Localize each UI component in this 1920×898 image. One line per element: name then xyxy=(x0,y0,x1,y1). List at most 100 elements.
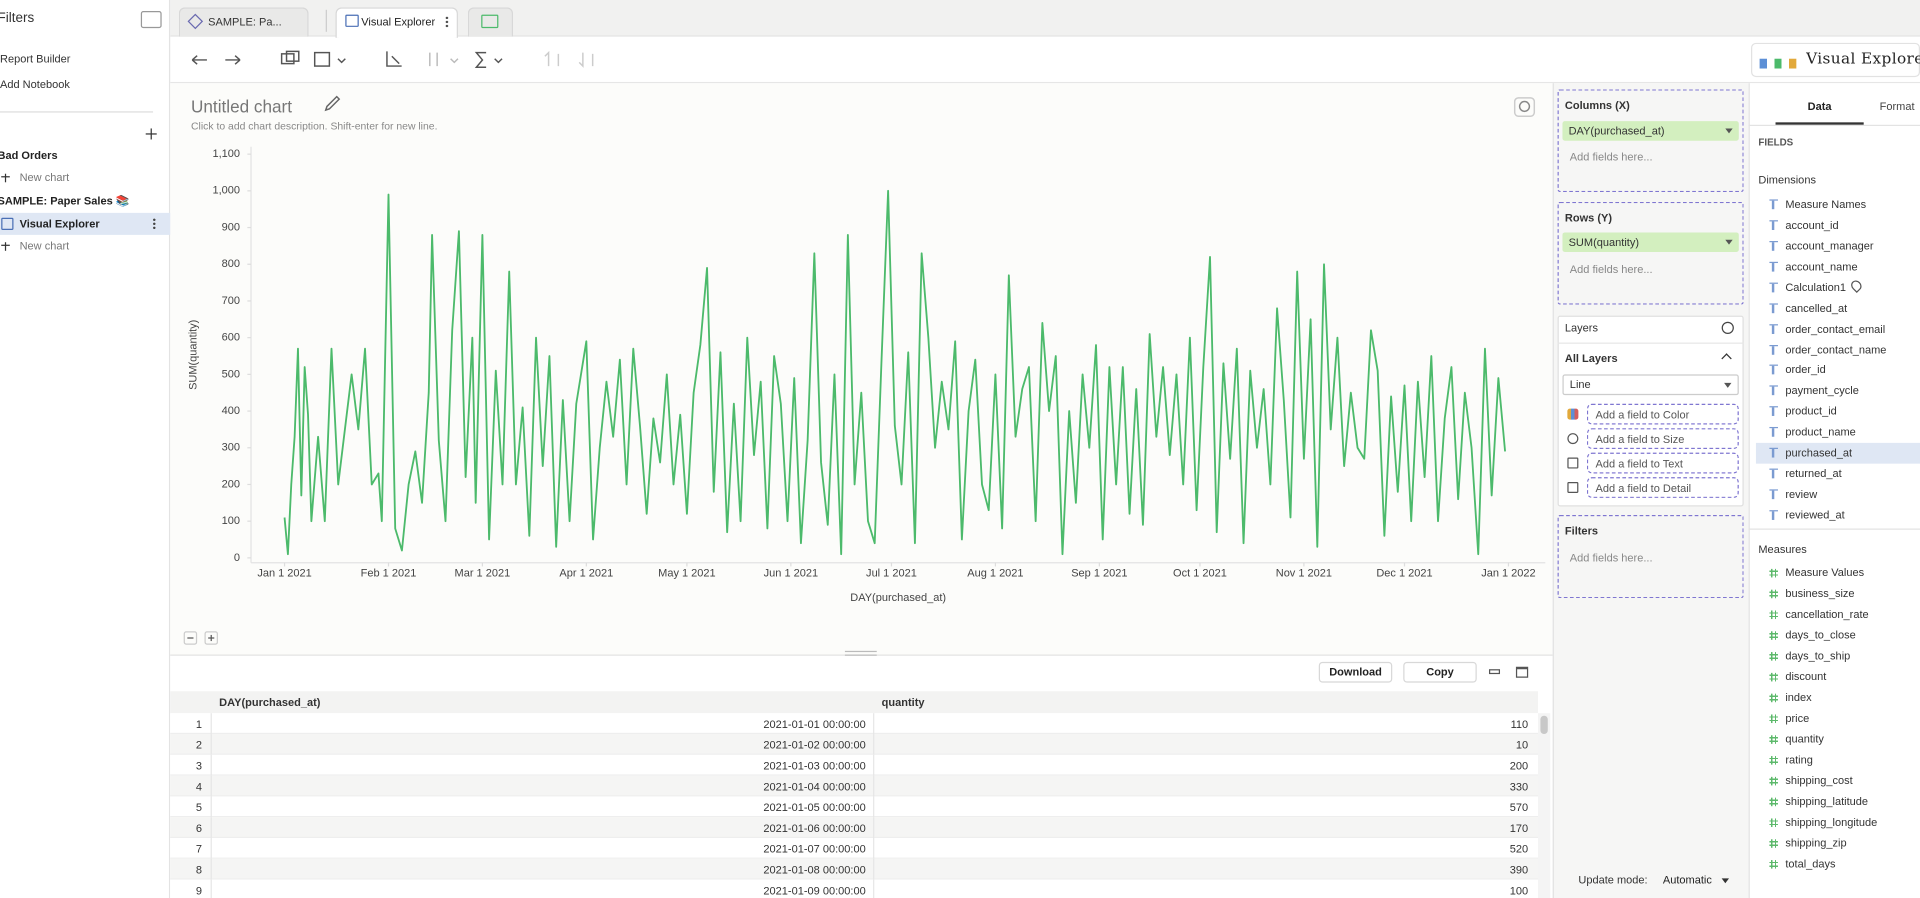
cell-border xyxy=(873,796,874,817)
layers-divider xyxy=(1558,343,1744,344)
section-title: Dimensions xyxy=(1758,172,1816,187)
placeholder: Add fields here... xyxy=(1570,149,1653,164)
encoding-placeholder: Add a field to Color xyxy=(1596,407,1690,422)
cell: 570 xyxy=(1510,800,1528,815)
field-icon xyxy=(1769,818,1778,827)
tab-label: Visual Explorer xyxy=(361,15,435,30)
field-icon xyxy=(1769,427,1778,437)
tree-item[interactable]: Visual Explorer xyxy=(20,217,100,232)
measure-field[interactable]: shipping_longitude xyxy=(1785,815,1877,830)
tree-item[interactable]: SAMPLE: Paper Sales 📚 xyxy=(0,193,129,208)
field-icon xyxy=(1769,693,1778,702)
dimension-field[interactable]: Calculation1 xyxy=(1785,280,1846,295)
encoding-icon xyxy=(1567,458,1578,469)
measure-field[interactable]: Measure Values xyxy=(1785,565,1864,580)
cell: 170 xyxy=(1510,821,1528,836)
field-icon xyxy=(1769,735,1778,744)
dimension-field[interactable]: product_name xyxy=(1785,425,1855,440)
cell: 110 xyxy=(1511,717,1529,732)
cell-border xyxy=(211,838,212,859)
measure-field[interactable]: shipping_latitude xyxy=(1785,794,1868,809)
dimension-field[interactable]: account_manager xyxy=(1785,238,1873,253)
dimension-field[interactable]: reviewed_at xyxy=(1785,508,1844,523)
column-header: quantity xyxy=(882,695,925,710)
measure-field[interactable]: cancellation_rate xyxy=(1785,607,1868,622)
dimension-field[interactable]: account_id xyxy=(1785,218,1838,233)
dimension-field[interactable]: product_id xyxy=(1785,404,1836,419)
cell: 390 xyxy=(1510,862,1528,877)
dimension-field[interactable]: cancelled_at xyxy=(1785,301,1847,316)
measure-field[interactable]: index xyxy=(1785,690,1811,705)
dimension-field[interactable]: review xyxy=(1785,487,1817,502)
new-tab-icon xyxy=(481,15,498,28)
dimension-field[interactable]: order_contact_name xyxy=(1785,342,1886,357)
update-mode-label: Update mode: xyxy=(1578,872,1647,887)
measure-field[interactable]: rating xyxy=(1785,752,1813,767)
measure-field[interactable]: discount xyxy=(1785,669,1826,684)
tree-item[interactable]: New chart xyxy=(20,170,70,185)
zoom-out[interactable] xyxy=(184,631,197,644)
chart-title[interactable]: Untitled chart xyxy=(191,99,292,114)
dimension-field[interactable]: order_contact_email xyxy=(1785,321,1885,336)
chart-subtitle[interactable]: Click to add chart description. Shift-en… xyxy=(191,119,437,134)
measure-field[interactable]: days_to_close xyxy=(1785,628,1855,643)
dimension-field[interactable]: Measure Names xyxy=(1785,197,1866,212)
measure-field[interactable]: quantity xyxy=(1785,732,1824,747)
cell: 2021-01-08 00:00:00 xyxy=(763,862,865,877)
chart-area xyxy=(170,83,1552,654)
measure-field[interactable]: days_to_ship xyxy=(1785,648,1850,663)
cell-border xyxy=(873,859,874,880)
field-icon xyxy=(1769,469,1778,479)
cell: 520 xyxy=(1510,842,1528,857)
field-icon xyxy=(1769,672,1778,681)
panel-tab[interactable]: Data xyxy=(1808,99,1832,114)
add-folder[interactable] xyxy=(146,128,157,139)
dimension-field[interactable]: returned_at xyxy=(1785,466,1841,481)
scroll-thumb[interactable] xyxy=(1540,716,1547,734)
cell-border xyxy=(873,776,874,797)
field-icon xyxy=(1769,489,1778,499)
update-mode-value[interactable]: Automatic xyxy=(1663,872,1712,887)
measure-field[interactable]: price xyxy=(1785,711,1809,726)
field-icon xyxy=(1769,262,1778,272)
tree-item[interactable]: Bad Orders xyxy=(0,148,58,163)
measure-field[interactable]: shipping_cost xyxy=(1785,773,1852,788)
field-icon xyxy=(1769,324,1778,334)
plus-icon xyxy=(1,173,10,182)
layers-group[interactable]: All Layers xyxy=(1565,351,1618,366)
zoom-in[interactable] xyxy=(204,631,217,644)
sidebar-link[interactable]: Report Builder xyxy=(0,51,70,66)
expand-icon[interactable] xyxy=(1516,667,1528,678)
measure-field[interactable]: total_days xyxy=(1785,856,1835,871)
panel-tab[interactable]: Format xyxy=(1880,99,1915,114)
field-icon xyxy=(1769,631,1778,640)
measure-field[interactable]: shipping_zip xyxy=(1785,836,1846,851)
field-icon xyxy=(1769,755,1778,764)
dimension-field[interactable]: order_id xyxy=(1785,363,1825,378)
dimension-field[interactable]: payment_cycle xyxy=(1785,383,1859,398)
field-icon xyxy=(1769,859,1778,868)
cell-border xyxy=(873,880,874,898)
measure-field[interactable]: business_size xyxy=(1785,586,1854,601)
dimension-field[interactable]: account_name xyxy=(1785,259,1857,274)
pill-caret xyxy=(1725,240,1732,245)
section-title: Measures xyxy=(1758,542,1806,557)
cell-border xyxy=(873,713,874,734)
collapse-icon[interactable] xyxy=(1489,669,1500,674)
row-index: 4 xyxy=(196,779,202,794)
tree-item[interactable]: New chart xyxy=(20,239,70,254)
sidebar-link[interactable]: Add Notebook xyxy=(0,77,70,92)
field-icon xyxy=(1769,568,1778,577)
cell: 2021-01-09 00:00:00 xyxy=(763,883,865,898)
collapse-button[interactable] xyxy=(141,11,162,28)
field-icon xyxy=(1769,386,1778,396)
table-header xyxy=(170,691,1538,713)
field-icon xyxy=(1769,510,1778,520)
sep xyxy=(326,10,327,32)
row-index: 9 xyxy=(196,883,202,898)
row-index: 2 xyxy=(196,738,202,753)
cell-border xyxy=(211,713,212,734)
dimension-field[interactable]: purchased_at xyxy=(1785,446,1852,461)
field-icon xyxy=(1769,610,1778,619)
resize-handle xyxy=(845,651,877,656)
